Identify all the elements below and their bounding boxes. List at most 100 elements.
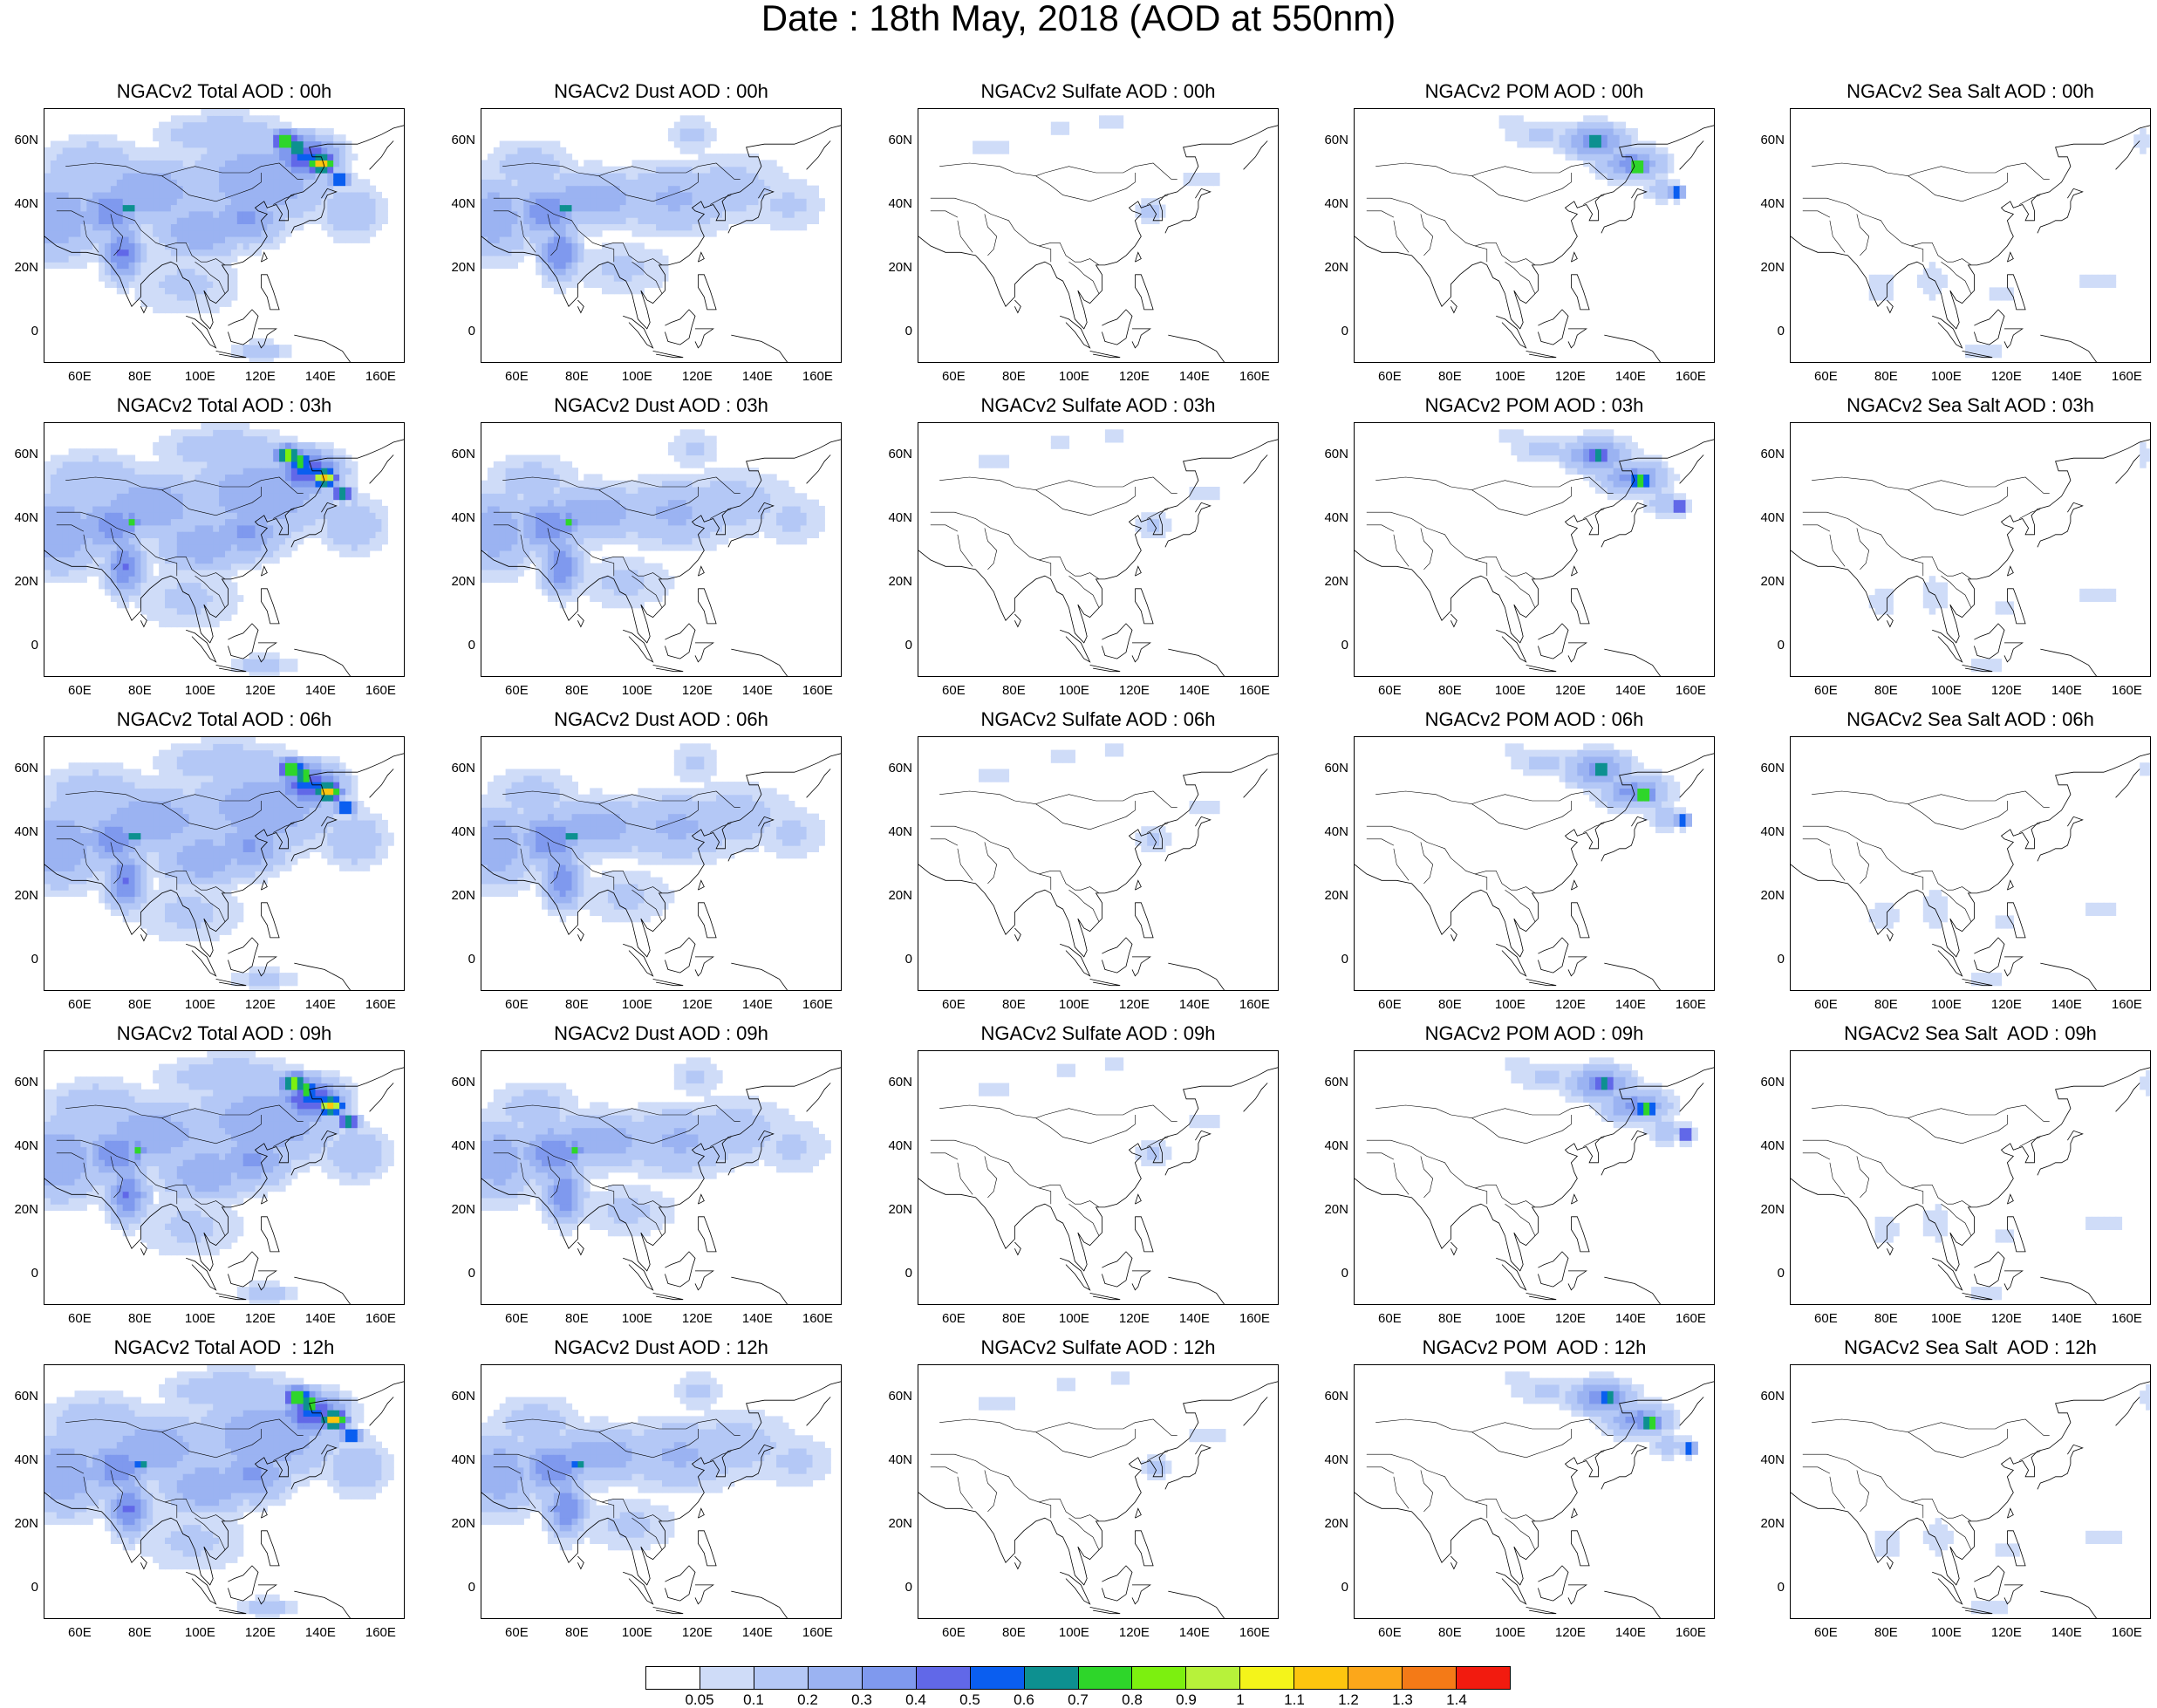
aod-cell [620, 262, 627, 269]
aod-cell [632, 211, 639, 218]
aod-cell [225, 537, 232, 544]
aod-cell [1099, 115, 1106, 122]
aod-cell [177, 429, 184, 436]
aod-cell [51, 531, 58, 538]
aod-cell [159, 179, 166, 186]
aod-cell [316, 531, 323, 538]
lon-tick-label: 100E [1488, 370, 1532, 383]
aod-cell [577, 217, 584, 224]
aod-cell [261, 487, 268, 494]
aod-cell [584, 557, 590, 564]
aod-cell [189, 455, 196, 462]
aod-cell [69, 537, 76, 544]
panel-title: NGACv2 Dust AOD : 00h [481, 80, 842, 103]
aod-cell [626, 564, 633, 570]
aod-cell [566, 487, 573, 494]
aod-cell [1117, 436, 1124, 443]
aod-cell [1631, 147, 1638, 154]
aod-cell [129, 173, 136, 180]
aod-cell [345, 500, 352, 507]
aod-cell [285, 442, 292, 449]
aod-cell [734, 205, 741, 212]
aod-cell [358, 544, 365, 551]
aod-cell [632, 262, 639, 269]
aod-cell [159, 249, 166, 256]
aod-cell [261, 519, 268, 526]
aod-cell [512, 487, 519, 494]
aod-cell [99, 205, 106, 212]
aod-cell [704, 154, 711, 161]
aod-cell [261, 358, 268, 363]
aod-cell [542, 154, 549, 161]
aod-cell [1614, 141, 1621, 148]
aod-cell [686, 429, 693, 436]
aod-cell [297, 147, 304, 154]
aod-cell [656, 595, 663, 602]
aod-cell [237, 173, 244, 180]
aod-cell [207, 160, 214, 167]
aod-cell [171, 429, 178, 436]
aod-cell [153, 519, 160, 526]
aod-cell [189, 186, 196, 193]
aod-cell [1057, 128, 1064, 135]
aod-cell [171, 537, 178, 544]
aod-cell [1566, 468, 1573, 475]
aod-cell [584, 186, 590, 193]
aod-cell [602, 186, 609, 193]
aod-cell [345, 468, 352, 475]
aod-cell [249, 217, 256, 224]
lon-tick-label: 80E [555, 370, 598, 383]
aod-cell [201, 576, 208, 583]
aod-cell [566, 223, 573, 230]
aod-cell [249, 512, 256, 519]
aod-cell [231, 525, 238, 532]
aod-cell [219, 179, 226, 186]
aod-cell [1595, 122, 1602, 129]
aod-cell [99, 243, 106, 249]
aod-cell [782, 537, 789, 544]
aod-cell [1614, 442, 1621, 449]
aod-cell [159, 230, 166, 237]
aod-cell [129, 493, 136, 500]
aod-cell [310, 474, 317, 481]
aod-cell [44, 192, 51, 199]
aod-cell [704, 468, 711, 475]
aod-cell [1643, 160, 1650, 167]
aod-cell [776, 512, 783, 519]
aod-cell [1553, 442, 1560, 449]
aod-cell [795, 192, 802, 199]
aod-cell [219, 223, 226, 230]
aod-cell [249, 160, 256, 167]
lon-tick-label: 160E [358, 684, 402, 697]
aod-cell [1553, 128, 1560, 135]
aod-cell [638, 249, 645, 256]
aod-cell [327, 147, 334, 154]
aod-cell [626, 531, 633, 538]
aod-cell [86, 500, 93, 507]
aod-cell [1626, 461, 1633, 468]
aod-cell [560, 262, 567, 269]
aod-cell [189, 576, 196, 583]
aod-cell [159, 134, 166, 141]
aod-cell [339, 134, 346, 141]
aod-cell [44, 262, 51, 269]
aod-cell [680, 544, 687, 551]
aod-cell [536, 506, 543, 513]
aod-cell [189, 141, 196, 148]
aod-cell [352, 154, 358, 161]
aod-cell [135, 154, 142, 161]
aod-cell [69, 198, 76, 205]
aod-cell [608, 205, 615, 212]
aod-cell [333, 481, 340, 488]
aod-cell [608, 223, 615, 230]
aod-cell [614, 205, 621, 212]
aod-cell [333, 448, 340, 455]
aod-cell [86, 481, 93, 488]
aod-cell [560, 198, 567, 205]
aod-cell [1631, 173, 1638, 180]
aod-cell [165, 481, 172, 488]
aod-cell [1571, 461, 1578, 468]
aod-cell [339, 550, 346, 557]
aod-cell [310, 128, 317, 135]
